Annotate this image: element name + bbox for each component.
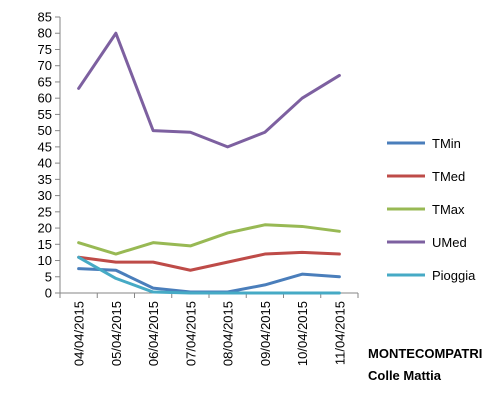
series-lines — [77, 31, 341, 295]
y-tick-label: 70 — [38, 58, 52, 73]
station-location: Colle Mattia — [368, 368, 442, 383]
legend-label: Pioggia — [432, 268, 476, 283]
x-tick-label: 10/04/2015 — [295, 301, 310, 366]
x-tick-label: 11/04/2015 — [332, 301, 347, 365]
station-name: MONTECOMPATRI — [368, 346, 482, 361]
x-tick-label: 09/04/2015 — [258, 301, 273, 366]
x-tick-label: 08/04/2015 — [221, 301, 236, 366]
series-line-tmed — [77, 250, 341, 272]
y-tick-label: 25 — [38, 204, 52, 219]
series-line-umed — [77, 31, 341, 149]
y-tick-label: 40 — [38, 156, 52, 171]
x-tick-label: 06/04/2015 — [146, 301, 161, 366]
y-tick-label: 30 — [38, 188, 52, 203]
legend-label: UMed — [432, 235, 467, 250]
legend-label: TMed — [432, 169, 465, 184]
y-tick-label: 80 — [38, 26, 52, 41]
y-tick-label: 5 — [45, 269, 52, 284]
y-tick-label: 10 — [38, 253, 52, 268]
y-tick-label: 35 — [38, 172, 52, 187]
y-tick-label: 65 — [38, 74, 52, 89]
y-tick-label: 0 — [45, 286, 52, 301]
x-tick-label: 04/04/2015 — [72, 301, 87, 366]
y-tick-label: 85 — [38, 10, 52, 25]
legend-label: TMin — [432, 136, 461, 151]
y-tick-label: 55 — [38, 107, 52, 122]
legend: TMin TMed TMax UMed Pioggia — [387, 136, 476, 283]
x-tick-label: 07/04/2015 — [183, 301, 198, 366]
series-line-tmax — [77, 223, 341, 256]
x-axis: 04/04/2015 05/04/2015 06/04/2015 07/04/2015… — [59, 292, 359, 366]
y-tick-label: 15 — [38, 237, 52, 252]
x-tick-label: 05/04/2015 — [109, 301, 124, 366]
legend-label: TMax — [432, 202, 465, 217]
y-tick-label: 45 — [38, 139, 52, 154]
y-tick-label: 50 — [38, 123, 52, 138]
series-line-pioggia — [77, 255, 341, 295]
y-tick-label: 60 — [38, 91, 52, 106]
y-tick-label: 75 — [38, 42, 52, 57]
y-tick-label: 20 — [38, 221, 52, 236]
